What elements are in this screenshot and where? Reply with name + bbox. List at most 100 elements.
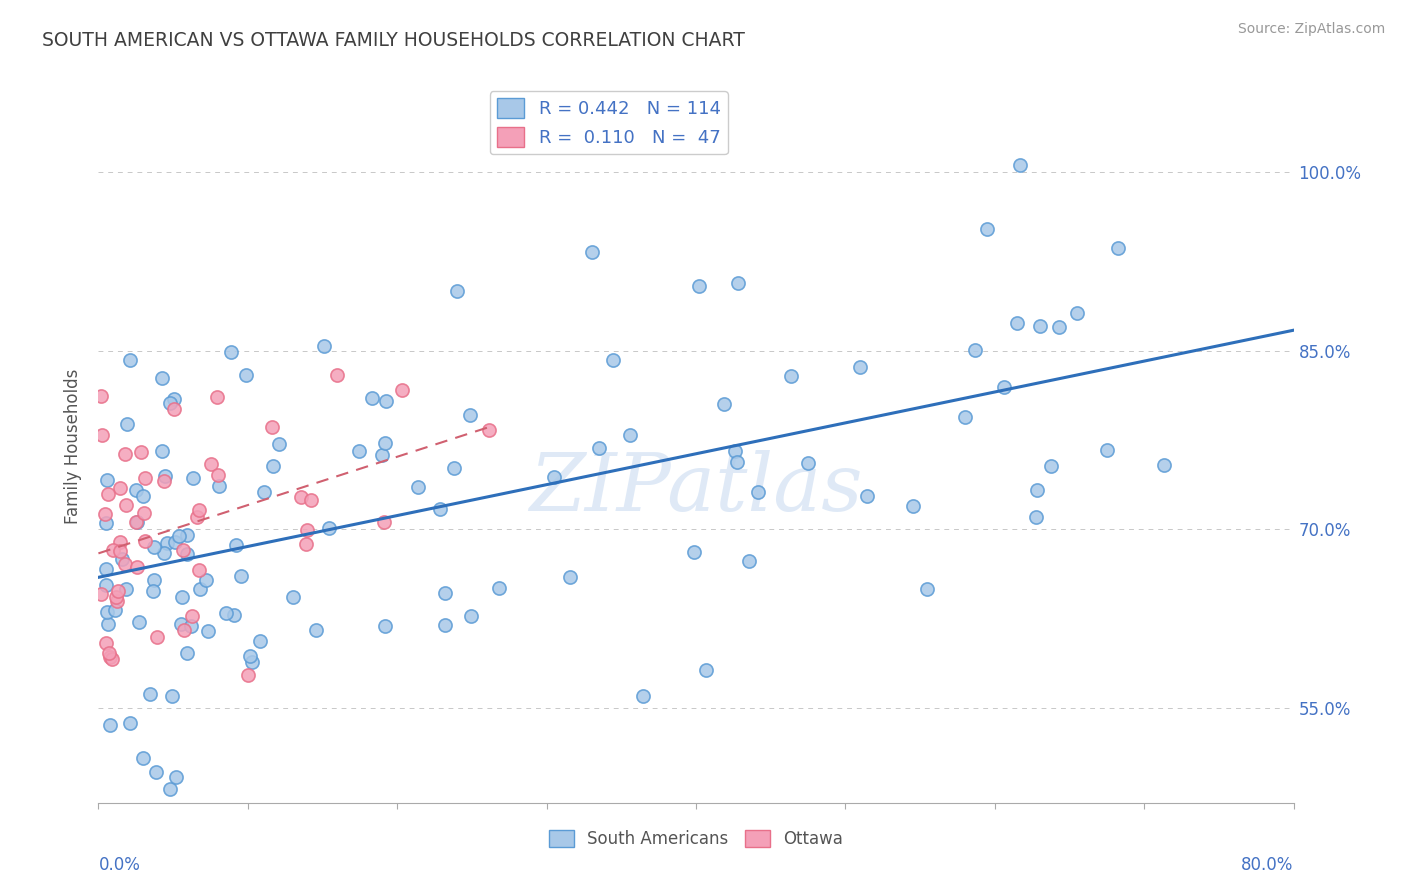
Point (205, 390, 228, 404)
Point (197, 624, 219, 639)
Point (172, 543, 194, 558)
Point (443, 461, 465, 475)
Point (260, 420, 283, 434)
Point (281, 591, 304, 605)
Point (176, 528, 198, 542)
Point (917, 582, 939, 596)
Point (176, 647, 198, 661)
Point (131, 489, 153, 503)
Point (139, 687, 162, 701)
Point (374, 619, 396, 633)
Point (111, 552, 134, 566)
Point (434, 618, 457, 632)
Point (747, 485, 769, 500)
Point (167, 529, 190, 543)
Point (153, 546, 176, 560)
Point (1097, 442, 1119, 457)
Point (560, 570, 582, 584)
Point (373, 515, 395, 529)
Point (312, 339, 335, 353)
Point (114, 557, 136, 571)
Point (269, 437, 291, 451)
Point (176, 547, 198, 561)
Point (115, 417, 138, 431)
Point (120, 716, 142, 731)
Point (434, 586, 457, 600)
Point (108, 535, 131, 549)
Point (326, 368, 349, 382)
Point (134, 471, 156, 485)
Point (110, 544, 132, 558)
Point (94, 562, 117, 576)
Point (219, 344, 242, 359)
Point (856, 489, 879, 503)
Point (129, 445, 152, 459)
Point (125, 559, 148, 574)
Point (145, 764, 167, 779)
Point (108, 481, 131, 495)
Point (249, 634, 271, 648)
Point (94, 516, 117, 530)
Point (170, 617, 193, 632)
Point (153, 474, 176, 488)
Point (90, 587, 112, 601)
Point (408, 480, 430, 494)
Point (361, 392, 384, 406)
Point (125, 515, 148, 529)
Point (97, 617, 120, 632)
Point (128, 615, 150, 630)
Point (183, 471, 205, 485)
Point (200, 458, 222, 472)
Point (180, 619, 202, 633)
Point (225, 538, 247, 552)
Point (965, 343, 987, 358)
Point (478, 423, 501, 437)
Point (150, 371, 173, 385)
Point (142, 583, 165, 598)
Point (1107, 241, 1129, 255)
Point (107, 583, 129, 598)
Point (683, 545, 706, 559)
Point (849, 359, 872, 374)
Point (391, 383, 413, 397)
Point (208, 479, 231, 493)
Point (239, 649, 262, 664)
Point (543, 470, 565, 484)
Point (114, 447, 136, 461)
Point (631, 690, 654, 704)
Point (142, 573, 165, 587)
Point (224, 607, 246, 622)
Point (619, 427, 641, 442)
Point (194, 573, 217, 587)
Legend: South Americans, Ottawa: South Americans, Ottawa (543, 823, 849, 855)
Point (240, 656, 263, 670)
Point (215, 606, 238, 620)
Point (1025, 483, 1047, 498)
Point (159, 396, 181, 410)
Point (100, 652, 122, 666)
Point (1153, 458, 1175, 472)
Point (96, 486, 118, 500)
Point (727, 276, 749, 290)
Point (602, 352, 624, 367)
Point (976, 222, 998, 236)
Point (188, 582, 211, 596)
Point (347, 443, 370, 458)
Point (163, 534, 186, 549)
Point (180, 608, 202, 623)
Point (262, 458, 284, 473)
Point (724, 443, 747, 458)
Point (581, 245, 603, 260)
Point (125, 483, 148, 498)
Point (299, 493, 322, 508)
Point (488, 581, 510, 595)
Point (156, 536, 179, 550)
Point (738, 554, 761, 568)
Point (1025, 509, 1047, 524)
Point (370, 448, 392, 462)
Point (588, 441, 610, 455)
Point (1047, 319, 1070, 334)
Point (695, 663, 717, 677)
Point (901, 499, 924, 513)
Point (159, 782, 181, 797)
